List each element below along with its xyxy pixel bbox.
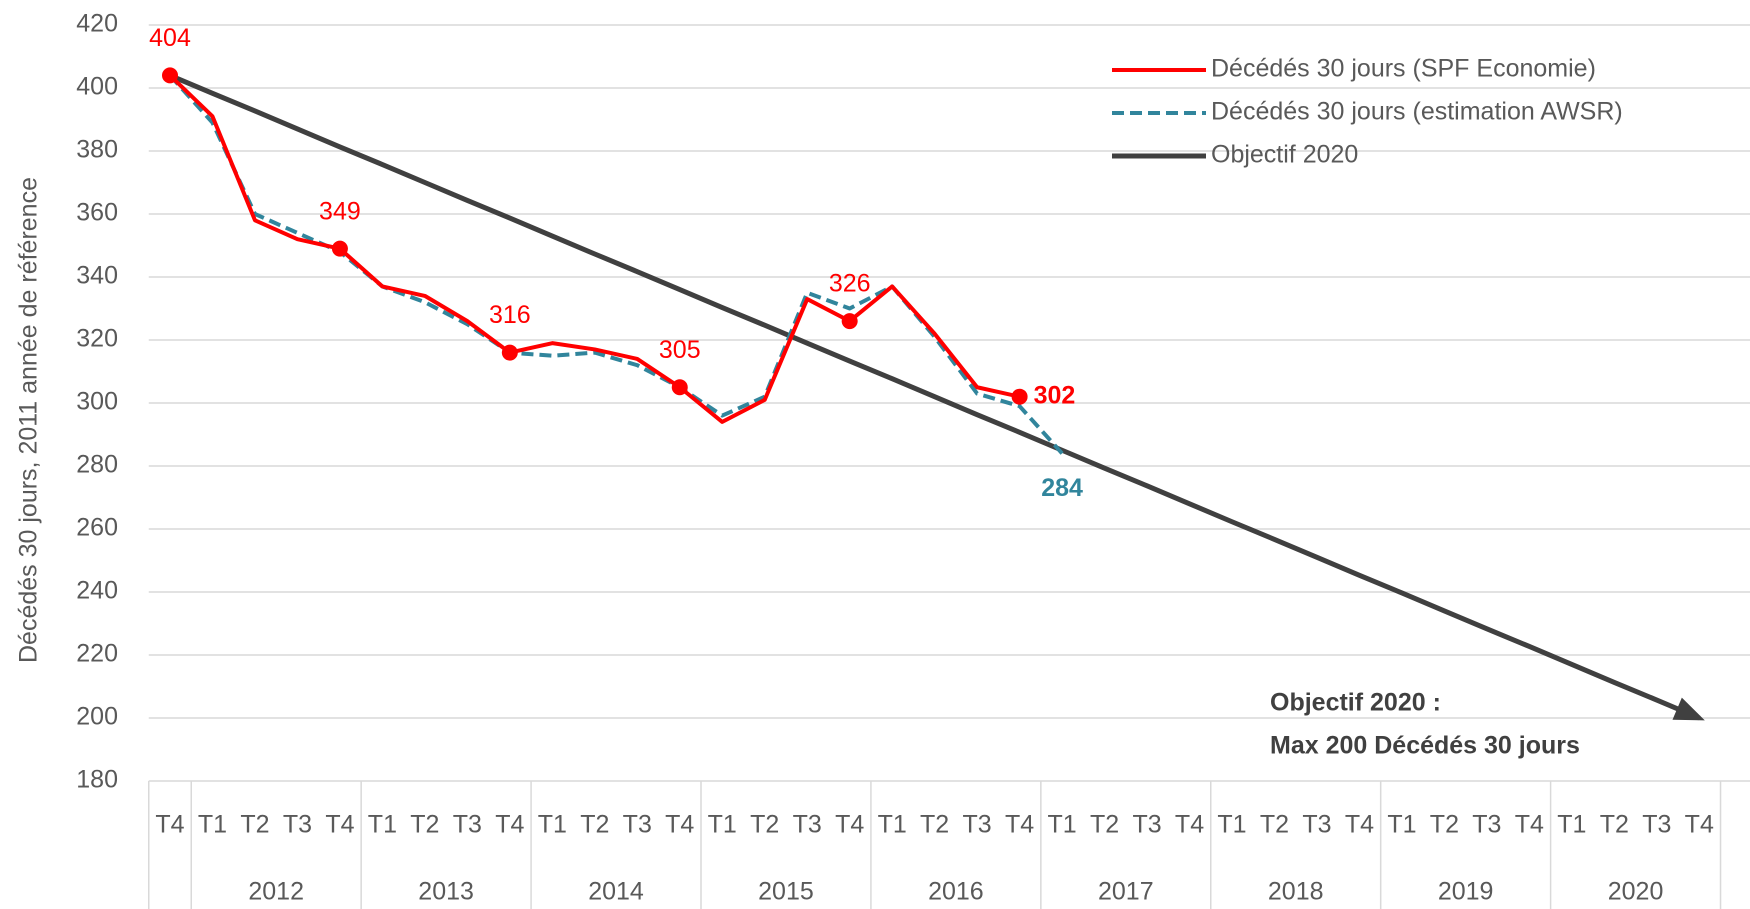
x-tick-label: T2 — [1090, 811, 1119, 839]
x-tick-label: T4 — [495, 811, 524, 839]
y-tick-label: 360 — [76, 199, 118, 227]
x-tick-label: T4 — [1175, 811, 1204, 839]
y-tick-label: 400 — [76, 73, 118, 101]
x-tick-label: T4 — [1685, 811, 1714, 839]
x-group-label: 2016 — [928, 878, 984, 906]
x-group-label: 2019 — [1438, 878, 1494, 906]
y-tick-label: 280 — [76, 451, 118, 479]
x-tick-label: T3 — [453, 811, 482, 839]
x-tick-label: T2 — [410, 811, 439, 839]
x-tick-label: T4 — [665, 811, 694, 839]
y-tick-label: 200 — [76, 703, 118, 731]
legend-label: Décédés 30 jours (SPF Economie) — [1211, 55, 1596, 83]
x-group-label: 2013 — [418, 878, 474, 906]
x-tick-label: T1 — [198, 811, 227, 839]
series-line — [168, 73, 1021, 424]
x-group-label: 2020 — [1608, 878, 1664, 906]
x-group-label: 2015 — [758, 878, 814, 906]
x-tick-label: T2 — [1260, 811, 1289, 839]
legend-label: Objectif 2020 — [1211, 141, 1358, 169]
y-tick-label: 300 — [76, 388, 118, 416]
x-tick-label: T3 — [963, 811, 992, 839]
data-label: 316 — [489, 301, 531, 329]
y-tick-label: 220 — [76, 640, 118, 668]
x-tick-label: T4 — [1345, 811, 1374, 839]
data-label: 326 — [829, 270, 871, 298]
x-tick-label: T4 — [835, 811, 864, 839]
x-group-label: 2012 — [248, 878, 304, 906]
data-label: 349 — [319, 197, 361, 225]
x-tick-label: T2 — [1430, 811, 1459, 839]
y-tick-label: 180 — [76, 766, 118, 794]
annotation: Max 200 Décédés 30 jours — [1270, 732, 1580, 760]
point-marker — [331, 240, 348, 257]
y-tick-label: 320 — [76, 325, 118, 353]
point-marker — [841, 313, 858, 330]
arrow-head — [1672, 697, 1705, 721]
x-tick-label: T2 — [750, 811, 779, 839]
point-marker — [162, 67, 178, 84]
x-tick-label: T3 — [1302, 811, 1331, 839]
x-group-label: 2017 — [1098, 878, 1154, 906]
series-line — [169, 73, 1701, 721]
x-tick-label: T2 — [240, 811, 269, 839]
y-tick-label: 240 — [76, 577, 118, 605]
x-tick-label: T1 — [1217, 811, 1246, 839]
point-marker — [671, 379, 688, 396]
data-label: 404 — [149, 24, 191, 52]
x-tick-label: T3 — [1472, 811, 1501, 839]
x-tick-label: T1 — [368, 811, 397, 839]
point-marker — [501, 344, 518, 361]
y-tick-label: 260 — [76, 514, 118, 542]
x-tick-label: T3 — [623, 811, 652, 839]
x-tick-label: T3 — [1132, 811, 1161, 839]
x-tick-label: T3 — [1642, 811, 1671, 839]
x-tick-label: T4 — [325, 811, 354, 839]
x-group-label: 2014 — [588, 878, 644, 906]
data-label: 284 — [1041, 474, 1083, 502]
y-tick-label: 340 — [76, 262, 118, 290]
x-tick-label: T1 — [878, 811, 907, 839]
y-tick-label: 380 — [76, 136, 118, 164]
x-tick-label: T3 — [283, 811, 312, 839]
x-tick-label: T2 — [920, 811, 949, 839]
x-tick-label: T1 — [538, 811, 567, 839]
x-group-label: 2018 — [1268, 878, 1324, 906]
legend-label: Décédés 30 jours (estimation AWSR) — [1211, 98, 1623, 126]
x-tick-label: T4 — [1515, 811, 1544, 839]
data-label: 302 — [1034, 381, 1076, 409]
x-tick-label: T1 — [708, 811, 737, 839]
y-tick-label: 420 — [76, 10, 118, 38]
x-tick-label: T1 — [1557, 811, 1586, 839]
x-tick-label: T2 — [580, 811, 609, 839]
annotation: Objectif 2020 : — [1270, 689, 1441, 717]
data-label: 305 — [659, 336, 701, 364]
y-axis-label: Décédés 30 jours, 2011 année de référenc… — [15, 177, 43, 663]
x-tick-label: T4 — [1005, 811, 1034, 839]
point-marker — [1011, 388, 1028, 405]
x-tick-label: T1 — [1047, 811, 1076, 839]
x-tick-label: T1 — [1387, 811, 1416, 839]
x-tick-label: T3 — [793, 811, 822, 839]
x-tick-label: T2 — [1600, 811, 1629, 839]
x-tick-label: T4 — [155, 811, 184, 839]
